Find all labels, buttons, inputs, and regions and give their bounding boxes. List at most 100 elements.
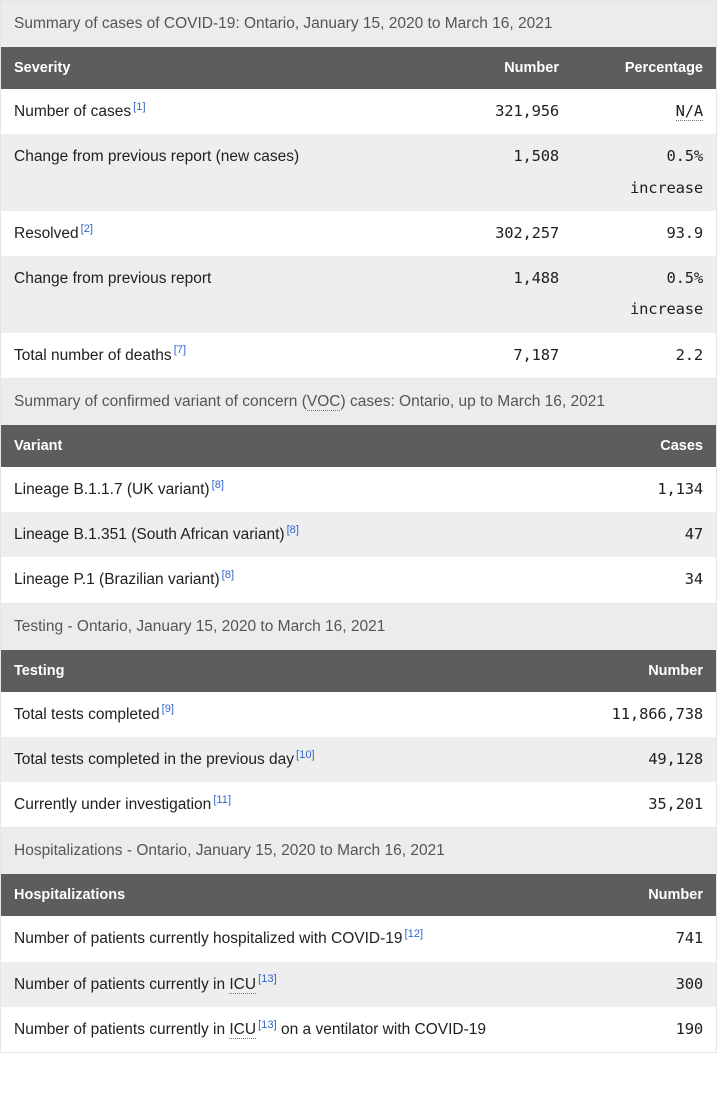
table-row: Number of patients currently in ICU [13] … (0, 961, 717, 1007)
table-header-row: Variant Cases (0, 424, 717, 467)
row-number: 321,956 (426, 89, 572, 135)
row-number: 49,128 (540, 736, 717, 783)
table-row: Total number of deaths [7] 7,187 2.2 (0, 332, 717, 378)
row-percentage: 0.5% increase (572, 256, 717, 333)
reference-link[interactable]: [8] (221, 569, 235, 582)
caption-text-pre: Summary of confirmed variant of concern … (14, 392, 307, 410)
reference-link[interactable]: [8] (211, 478, 224, 491)
row-percentage: 93.9 (572, 210, 717, 257)
row-label: Total tests completed [9] (0, 691, 540, 737)
column-header-cases: Cases (560, 424, 717, 467)
row-label-tail: on a ventilator with COVID-19 (276, 1020, 487, 1038)
table-caption-row: Summary of confirmed variant of concern … (0, 378, 717, 425)
reference-link[interactable]: [2] (80, 222, 94, 235)
reference-link[interactable]: [13] (258, 1018, 277, 1031)
testing-table: Testing - Ontario, January 15, 2020 to M… (0, 602, 717, 828)
table-row: Total tests completed [9] 11,866,738 (0, 691, 717, 737)
voc-summary-table: Summary of confirmed variant of concern … (0, 377, 717, 603)
row-number: 741 (540, 916, 717, 962)
reference-link[interactable]: [8] (286, 523, 299, 536)
table-row: Resolved [2] 302,257 93.9 (0, 210, 717, 257)
table-row: Lineage B.1.1.7 (UK variant) [8] 1,134 (0, 466, 717, 513)
reference-link[interactable]: [7] (173, 344, 187, 357)
voc-abbr: VOC (306, 392, 341, 411)
row-label-text: Lineage P.1 (Brazilian variant) (14, 571, 220, 589)
column-header-number: Number (540, 649, 717, 692)
column-header-number: Number (540, 874, 717, 917)
row-percentage-value: 0.5% (666, 269, 703, 288)
reference-link[interactable]: [11] (213, 793, 232, 806)
row-label-text: Change from previous report (14, 270, 212, 288)
column-header-severity: Severity (0, 47, 426, 90)
reference-link[interactable]: [9] (161, 703, 175, 716)
column-header-variant: Variant (0, 424, 560, 467)
table-caption: Summary of cases of COVID-19: Ontario, J… (0, 0, 717, 48)
table-row: Number of cases [1] 321,956 N/A (0, 89, 717, 135)
row-label-text: Lineage B.1.351 (South African variant) (14, 526, 285, 544)
row-label-text: Total number of deaths (14, 346, 172, 364)
row-number: 300 (540, 961, 717, 1007)
caption-text-post: ) cases: Ontario, up to March 16, 2021 (340, 392, 605, 410)
table-row: Number of patients currently hospitalize… (0, 916, 717, 962)
row-label-text: Lineage B.1.1.7 (UK variant) (14, 480, 210, 498)
reference-link[interactable]: [10] (296, 748, 315, 761)
column-header-percentage: Percentage (572, 47, 717, 90)
hospitalizations-table: Hospitalizations - Ontario, January 15, … (0, 827, 717, 1053)
reference-link[interactable]: [13] (258, 973, 277, 986)
column-header-hospitalizations: Hospitalizations (0, 874, 540, 917)
row-label: Change from previous report (new cases) (0, 134, 426, 211)
row-label-text: Currently under investigation (14, 796, 212, 814)
row-label-text: Total tests completed (14, 705, 160, 723)
table-row: Change from previous report 1,488 0.5% in… (0, 256, 717, 333)
row-label-text: Total tests completed in the previous da… (14, 750, 295, 768)
column-header-number: Number (426, 47, 572, 90)
row-number: 47 (560, 512, 717, 558)
row-label-text: Number of patients currently hospitalize… (14, 930, 403, 948)
row-number: 7,187 (426, 332, 572, 378)
table-header-row: Testing Number (0, 649, 717, 692)
row-number: 190 (540, 1006, 717, 1053)
row-percentage-direction: increase (629, 300, 703, 319)
table-row: Change from previous report (new cases) … (0, 134, 717, 211)
row-label: Lineage P.1 (Brazilian variant) [8] (0, 557, 560, 603)
table-caption-row: Hospitalizations - Ontario, January 15, … (0, 827, 717, 875)
row-number: 1,134 (560, 466, 717, 513)
table-row: Lineage P.1 (Brazilian variant) [8] 34 (0, 557, 717, 603)
table-header-row: Severity Number Percentage (0, 47, 717, 90)
row-label: Lineage B.1.351 (South African variant)[… (0, 512, 560, 558)
table-caption-row: Testing - Ontario, January 15, 2020 to M… (0, 603, 717, 650)
row-label: Number of patients currently in ICU [13] (0, 961, 540, 1007)
column-header-testing: Testing (0, 649, 540, 692)
row-label: Change from previous report (0, 256, 426, 333)
row-label-text: Number of patients currently in (14, 1020, 230, 1038)
icu-abbr: ICU (229, 975, 257, 994)
reference-link[interactable]: [1] (133, 100, 146, 113)
table-bottom-edge (0, 1052, 717, 1058)
row-label: Currently under investigation [11] (0, 782, 540, 828)
row-number: 302,257 (426, 210, 572, 257)
table-caption: Hospitalizations - Ontario, January 15, … (0, 827, 717, 875)
table-caption: Summary of confirmed variant of concern … (0, 378, 717, 425)
row-label: Lineage B.1.1.7 (UK variant) [8] (0, 466, 560, 513)
row-number: 1,508 (426, 134, 572, 211)
row-label-text: Resolved (14, 224, 79, 242)
table-row: Number of patients currently in ICU [13] … (0, 1006, 717, 1053)
table-row: Total tests completed in the previous da… (0, 736, 717, 783)
row-number: 11,866,738 (540, 691, 717, 737)
row-label: Number of patients currently hospitalize… (0, 916, 540, 962)
row-percentage: 0.5% increase (572, 134, 717, 211)
row-number: 35,201 (540, 782, 717, 828)
table-caption: Testing - Ontario, January 15, 2020 to M… (0, 603, 717, 650)
row-label: Resolved [2] (0, 210, 426, 257)
row-number: 1,488 (426, 256, 572, 333)
icu-abbr: ICU (229, 1020, 257, 1039)
row-label: Number of patients currently in ICU [13] … (0, 1006, 540, 1053)
row-percentage: 2.2 (572, 332, 717, 378)
reference-link[interactable]: [12] (404, 928, 424, 941)
row-percentage-direction: increase (629, 178, 703, 197)
table-row: Lineage B.1.351 (South African variant)[… (0, 512, 717, 558)
row-label-text: Number of cases (14, 103, 132, 121)
row-percentage-value: 0.5% (666, 147, 703, 166)
row-label: Number of cases [1] (0, 89, 426, 135)
table-row: Currently under investigation [11] 35,201 (0, 782, 717, 828)
